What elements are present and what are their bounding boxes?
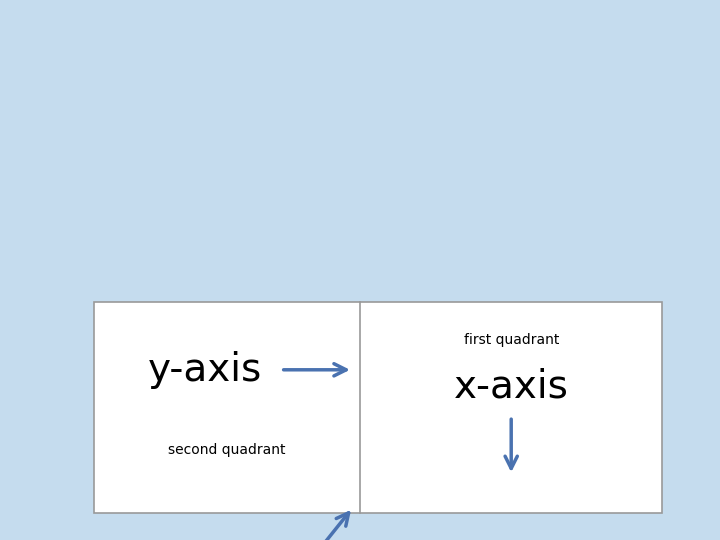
Bar — [94, 302, 662, 513]
Text: y-axis: y-axis — [148, 351, 262, 389]
Text: first quadrant: first quadrant — [464, 333, 559, 347]
Text: second quadrant: second quadrant — [168, 443, 286, 457]
Text: x-axis: x-axis — [454, 368, 569, 406]
